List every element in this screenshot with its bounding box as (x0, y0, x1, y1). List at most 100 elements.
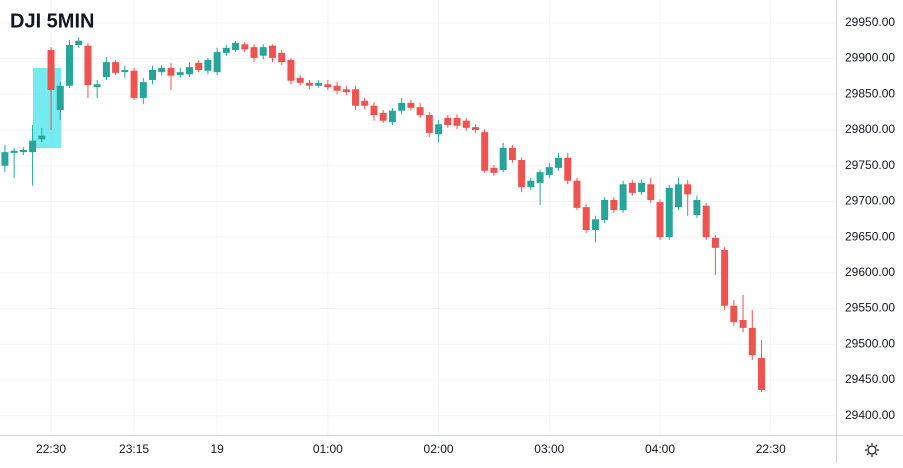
y-tick-label: 29850.00 (845, 86, 895, 100)
candle-body (527, 180, 535, 188)
candle-body (315, 82, 323, 86)
candle-body (545, 167, 553, 175)
candle-body (453, 117, 461, 126)
candle-body (582, 207, 590, 230)
x-tick-label: 02:00 (424, 442, 454, 456)
candle-body (176, 72, 184, 75)
candle-body (647, 184, 655, 200)
candle-body (748, 327, 756, 355)
candle-body (213, 52, 221, 73)
candle-body (555, 157, 563, 168)
candle-body (19, 150, 27, 153)
candle-body (388, 110, 396, 123)
candle-body (721, 250, 729, 306)
y-tick-label: 29550.00 (845, 301, 895, 315)
candle-body (84, 45, 92, 85)
candle-body (296, 77, 304, 83)
candle-body (702, 205, 710, 238)
candle-body (490, 167, 498, 173)
candle-body (601, 200, 609, 220)
candles (1, 37, 766, 393)
candle-body (435, 124, 443, 135)
candle-body (112, 62, 120, 73)
candle-body (444, 117, 452, 125)
candle-body (656, 202, 664, 238)
candle-body (573, 180, 581, 208)
grid (0, 0, 836, 435)
candle-body (38, 135, 46, 140)
y-tick-label: 29400.00 (845, 408, 895, 422)
candle-body (352, 89, 360, 106)
candle-body (398, 102, 406, 111)
candle-body (499, 147, 507, 170)
candle-body (305, 82, 313, 86)
x-tick-label: 22:30 (36, 442, 66, 456)
candle-body (56, 85, 64, 110)
y-tick-label: 29450.00 (845, 372, 895, 386)
candle-body (259, 47, 267, 56)
chart-title: DJI 5MIN (10, 10, 94, 32)
candle-body (739, 320, 747, 328)
candle-body (407, 102, 415, 108)
y-tick-label: 29700.00 (845, 194, 895, 208)
candle-body (204, 60, 212, 71)
candle-body (10, 150, 18, 153)
candle-body (416, 107, 424, 115)
x-tick-label: 23:15 (119, 442, 149, 456)
candle-body (619, 184, 627, 210)
candle-body (102, 62, 110, 78)
y-tick-label: 29500.00 (845, 336, 895, 350)
y-tick-label: 29650.00 (845, 229, 895, 243)
candle-body (232, 42, 240, 50)
candle-body (638, 182, 646, 193)
candle-body (379, 112, 387, 121)
candle-body (139, 82, 147, 98)
candle-body (222, 47, 230, 53)
x-tick-label: 04:00 (645, 442, 675, 456)
candle-body (508, 147, 516, 160)
candle-body (610, 200, 618, 210)
candle-body (674, 184, 682, 208)
candle-body (93, 84, 101, 88)
candle-body (462, 120, 470, 128)
candle-body (75, 40, 83, 45)
candle-body (287, 60, 295, 81)
candle-body (361, 100, 369, 106)
candle-body (278, 52, 286, 63)
candle-body (591, 219, 599, 230)
candle-body (730, 305, 738, 323)
candle-body (121, 70, 129, 73)
highlight-box (33, 68, 61, 148)
candle-body (158, 67, 166, 73)
candle-body (693, 200, 701, 215)
candle-body (471, 127, 479, 130)
candle-body (130, 70, 138, 98)
y-tick-label: 29900.00 (845, 51, 895, 65)
candle-body (185, 67, 193, 75)
candle-body (758, 357, 766, 390)
y-tick-label: 29600.00 (845, 265, 895, 279)
candle-body (29, 140, 37, 153)
candle-body (268, 45, 276, 58)
candle-body (665, 187, 673, 238)
candle-body (167, 67, 175, 76)
x-tick-label: 22:30 (756, 442, 786, 456)
y-tick-label: 29950.00 (845, 15, 895, 29)
candle-body (65, 45, 73, 86)
candle-body (47, 50, 55, 90)
candle-body (536, 172, 544, 183)
x-tick-label: 19 (210, 442, 224, 456)
candle-body (149, 70, 157, 80)
candle-body (711, 237, 719, 248)
candle-body (628, 182, 636, 193)
candle-body (195, 62, 203, 70)
settings-icon[interactable] (865, 443, 879, 457)
x-tick-label: 01:00 (313, 442, 343, 456)
candle-body (564, 157, 572, 181)
y-tick-label: 29800.00 (845, 122, 895, 136)
candle-body (518, 160, 526, 188)
candle-body (324, 84, 332, 88)
candle-body (250, 47, 258, 58)
